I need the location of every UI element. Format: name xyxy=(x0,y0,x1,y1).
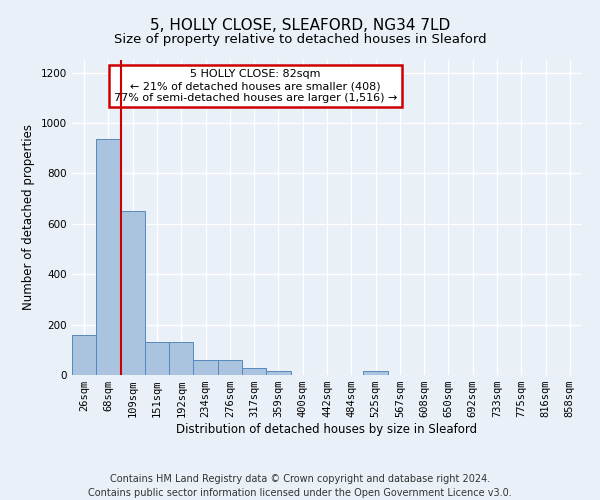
Text: Contains HM Land Registry data © Crown copyright and database right 2024.
Contai: Contains HM Land Registry data © Crown c… xyxy=(88,474,512,498)
Bar xyxy=(72,334,96,375)
Text: Size of property relative to detached houses in Sleaford: Size of property relative to detached ho… xyxy=(113,32,487,46)
Bar xyxy=(218,360,242,375)
Bar xyxy=(121,211,145,375)
Bar xyxy=(96,140,121,375)
Bar xyxy=(364,371,388,375)
Bar xyxy=(145,342,169,375)
Y-axis label: Number of detached properties: Number of detached properties xyxy=(22,124,35,310)
Bar xyxy=(193,360,218,375)
Text: 5 HOLLY CLOSE: 82sqm
← 21% of detached houses are smaller (408)
77% of semi-deta: 5 HOLLY CLOSE: 82sqm ← 21% of detached h… xyxy=(114,70,397,102)
Bar xyxy=(169,342,193,375)
Bar xyxy=(266,371,290,375)
X-axis label: Distribution of detached houses by size in Sleaford: Distribution of detached houses by size … xyxy=(176,423,478,436)
Text: 5, HOLLY CLOSE, SLEAFORD, NG34 7LD: 5, HOLLY CLOSE, SLEAFORD, NG34 7LD xyxy=(150,18,450,32)
Bar xyxy=(242,368,266,375)
